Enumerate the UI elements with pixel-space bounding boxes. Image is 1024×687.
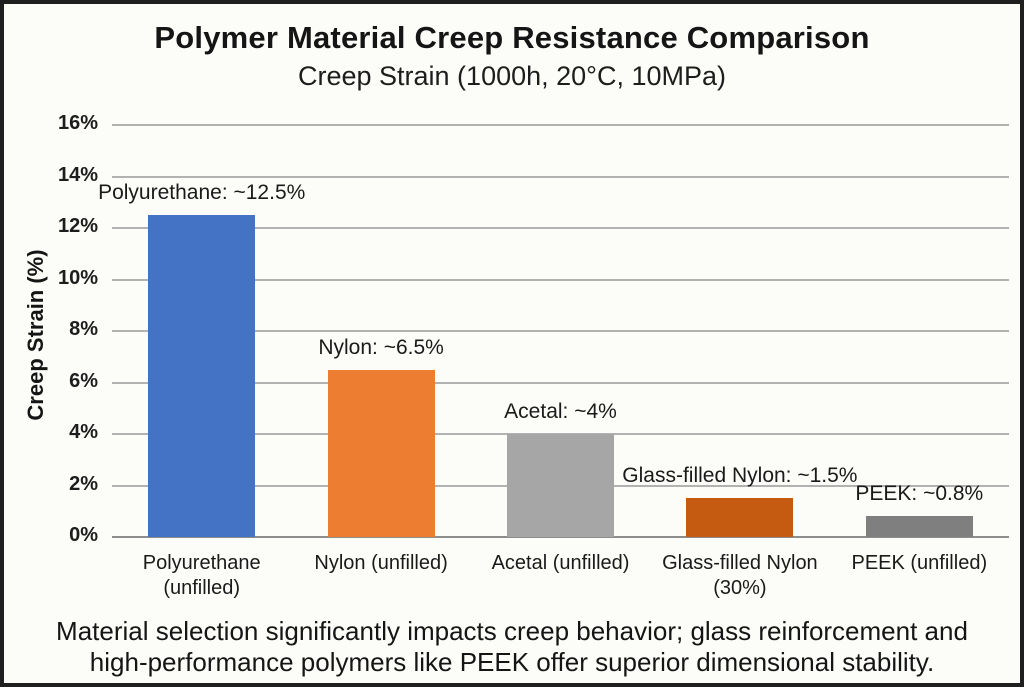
gridline — [112, 381, 1009, 384]
bar-peek-unfilled — [865, 516, 973, 537]
x-category-label: Polyurethane (unfilled) — [142, 552, 261, 599]
x-axis-line — [112, 536, 1009, 538]
gridline — [112, 227, 1009, 229]
bar-value-label: Polyurethane: ~12.5% — [98, 181, 306, 205]
y-tick-label: 8% — [69, 318, 98, 340]
y-tick-label: 12% — [57, 215, 98, 237]
gridline — [112, 175, 1009, 178]
chart-caption: Material selection significantly impacts… — [56, 616, 968, 677]
x-category-label: Nylon (unfilled) — [314, 552, 448, 574]
bar-value-label: PEEK: ~0.8% — [855, 482, 984, 506]
bar-acetal-unfilled — [507, 434, 614, 537]
x-category-label: Acetal (unfilled) — [491, 552, 630, 574]
y-tick-label: 16% — [57, 112, 98, 134]
y-tick-label: 4% — [69, 421, 98, 443]
bar-value-label: Glass-filled Nylon: ~1.5% — [622, 464, 858, 488]
y-tick-label: 6% — [69, 369, 98, 392]
bar-value-label: Acetal: ~4% — [504, 400, 617, 423]
y-tick-label: 2% — [69, 472, 98, 495]
bar-value-label: Nylon: ~6.5% — [318, 335, 444, 359]
y-tick-label: 10% — [57, 266, 98, 289]
y-tick-label: 0% — [69, 524, 98, 546]
x-category-label: Glass-filled Nylon (30%) — [662, 552, 818, 599]
y-tick-label: 14% — [57, 163, 98, 186]
chart-subtitle: Creep Strain (1000h, 20°C, 10MPa) — [297, 61, 727, 91]
bar-glass-filled-nylon-30 — [686, 498, 794, 537]
gridline — [112, 330, 1009, 332]
x-category-label: PEEK (unfilled) — [851, 552, 988, 574]
gridline — [112, 124, 1009, 126]
gridline — [112, 278, 1009, 281]
bar-polyurethane-unfilled — [148, 215, 256, 537]
chart-title: Polymer Material Creep Resistance Compar… — [154, 20, 870, 55]
bar-nylon-unfilled — [327, 369, 435, 537]
